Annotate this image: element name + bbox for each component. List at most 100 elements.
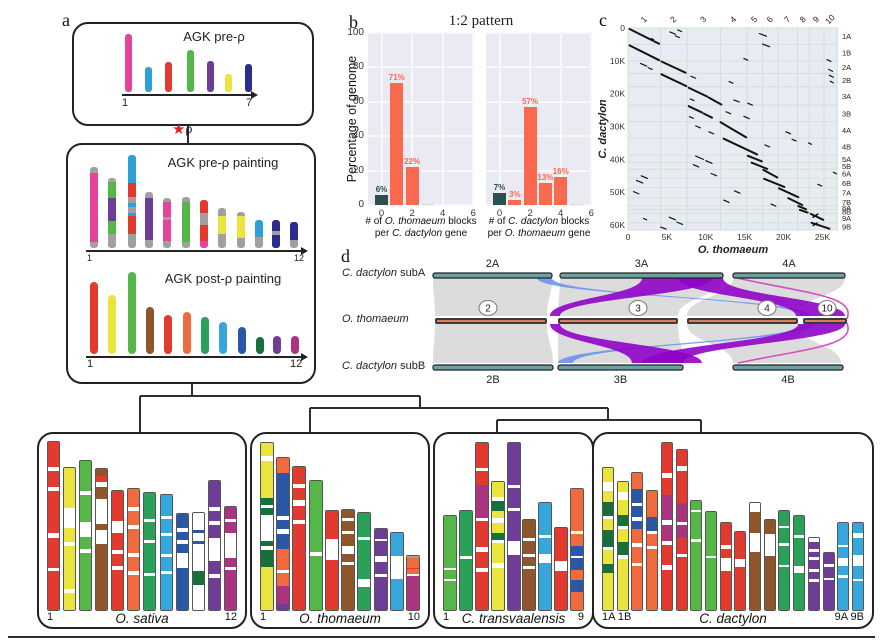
y-tick-label: 40K	[610, 154, 625, 164]
chromosome-bar	[793, 515, 806, 611]
chromosome-label: 3A	[635, 258, 649, 270]
x-tick-label: 6	[588, 208, 594, 219]
subgenome-label-right: 3A	[842, 92, 851, 101]
chromosome-bar	[207, 61, 214, 92]
synteny-ribbon-purple	[550, 278, 712, 316]
chromosome-bar	[675, 449, 688, 611]
chromosome-bar	[822, 552, 835, 611]
bar	[390, 82, 404, 205]
bar	[554, 177, 568, 205]
last-chromosome-label: 9A 9B	[834, 611, 864, 623]
subgenome-label-right: 5B	[842, 162, 851, 171]
chromosome-bar	[631, 472, 644, 611]
chromosome-bar	[660, 442, 673, 611]
subgenome-label-right: 6A	[842, 170, 851, 179]
bar-value-label: 3%	[509, 189, 521, 199]
bar-value-label: 6%	[375, 184, 388, 194]
chromosome-bar	[207, 480, 221, 611]
subgenome-bar	[559, 272, 724, 279]
subgenome-label-right: 9A	[842, 214, 851, 223]
y-tick-label: 40	[352, 130, 364, 142]
bar-value-label: 71%	[388, 72, 405, 82]
chromosome-bar	[163, 198, 171, 248]
y-tick-label: 20K	[610, 89, 625, 99]
chromosome-bar	[47, 441, 60, 611]
x-tick-label: 5K	[662, 232, 673, 242]
chromosome-bar	[719, 522, 732, 611]
chromosome-bar	[554, 527, 569, 611]
axis-start-label: 1	[87, 358, 94, 370]
row-label: O. thomaeum	[342, 313, 409, 325]
chromosome-label: 2A	[486, 258, 500, 270]
chromosome-bar	[807, 537, 820, 611]
x-axis-caption: # of O. thomaeum blocks	[365, 216, 477, 227]
synteny-ribbon-blue	[537, 278, 811, 316]
chromosome-bar	[108, 295, 116, 354]
y-tick-label: 50K	[610, 187, 625, 197]
x-tick-label: 0	[496, 208, 503, 219]
chromosome-label: 3B	[614, 374, 627, 386]
last-chromosome-label: 10	[407, 611, 420, 623]
x-tick-label: 15K	[737, 232, 752, 242]
panel-c-label: c	[599, 10, 607, 30]
first-chromosome-label: 1	[443, 611, 450, 623]
chromosome-badge: 3	[635, 304, 641, 315]
y-tick-label: 20	[352, 164, 364, 176]
chromosome-bar	[373, 528, 388, 611]
subgenome-bar	[557, 364, 684, 371]
x-tick-label: 25K	[815, 232, 830, 242]
subgenome-label-right: 8B	[842, 207, 851, 216]
chromosome-bar	[187, 50, 194, 92]
chromosome-bar	[405, 555, 420, 611]
chromosome-bar	[200, 200, 208, 248]
chromosome-bars	[47, 441, 237, 611]
chromosome-bar	[225, 74, 232, 92]
chromosome-bar	[223, 506, 237, 611]
species-title: O. sativa	[115, 611, 169, 626]
chromosome-bar	[90, 167, 98, 248]
chromosome-bar	[292, 466, 307, 611]
chromosome-label-top: 9	[811, 14, 822, 25]
pre-painting-axis	[86, 247, 308, 255]
bar-value-label: 7%	[493, 182, 506, 192]
species-panel-4: 1A 1B 9A 9B C. dactylon	[592, 432, 874, 629]
chromosome-label-top: 5	[749, 14, 760, 25]
bar	[375, 194, 388, 205]
chromosome-bars	[602, 442, 864, 611]
bar	[493, 192, 506, 205]
species-panel-1: 1 12 O. sativa	[37, 432, 247, 629]
chromosome-bar	[749, 502, 762, 611]
y-tick-label: 80	[352, 61, 364, 73]
chromosome-bar	[164, 315, 172, 354]
y-axis-label: C. dactylon	[597, 99, 609, 159]
chromosome-bar	[646, 490, 659, 611]
chromosome-bar	[763, 519, 776, 611]
chromosome-bar	[291, 336, 299, 354]
y-tick-label: 10K	[610, 56, 625, 66]
chromosome-label-top: 6	[764, 14, 775, 25]
chromosome-bar	[165, 62, 172, 92]
chromosome-bar	[145, 67, 152, 92]
chromosome-bar	[127, 488, 141, 611]
chromosome-bar	[778, 510, 791, 611]
x-axis-caption: # of C. dactylon blocks	[488, 216, 590, 227]
axis-end-label: 12	[290, 358, 303, 370]
y-tick-label: 100	[347, 27, 364, 38]
axis-end-label: 7	[246, 97, 253, 109]
bar	[569, 203, 583, 205]
chromosome-bar	[389, 532, 404, 611]
bar-chart-plot: 6% 71% 22%	[368, 32, 475, 206]
chromosome-label: 4B	[781, 374, 794, 386]
x-axis-caption: per O. thomaeum gene	[487, 228, 591, 239]
chromosome-label-top: 7	[782, 14, 793, 25]
chromosome-bar	[245, 64, 252, 92]
y-tick-label: 30K	[610, 122, 625, 132]
chromosome-bar	[128, 155, 136, 248]
chromosome-bar	[308, 480, 323, 611]
chromosome-bar	[443, 515, 457, 611]
x-tick-label: 0	[626, 232, 631, 242]
subgenome-label-right: 9B	[842, 222, 851, 231]
y-tick-label: 0	[620, 23, 625, 33]
